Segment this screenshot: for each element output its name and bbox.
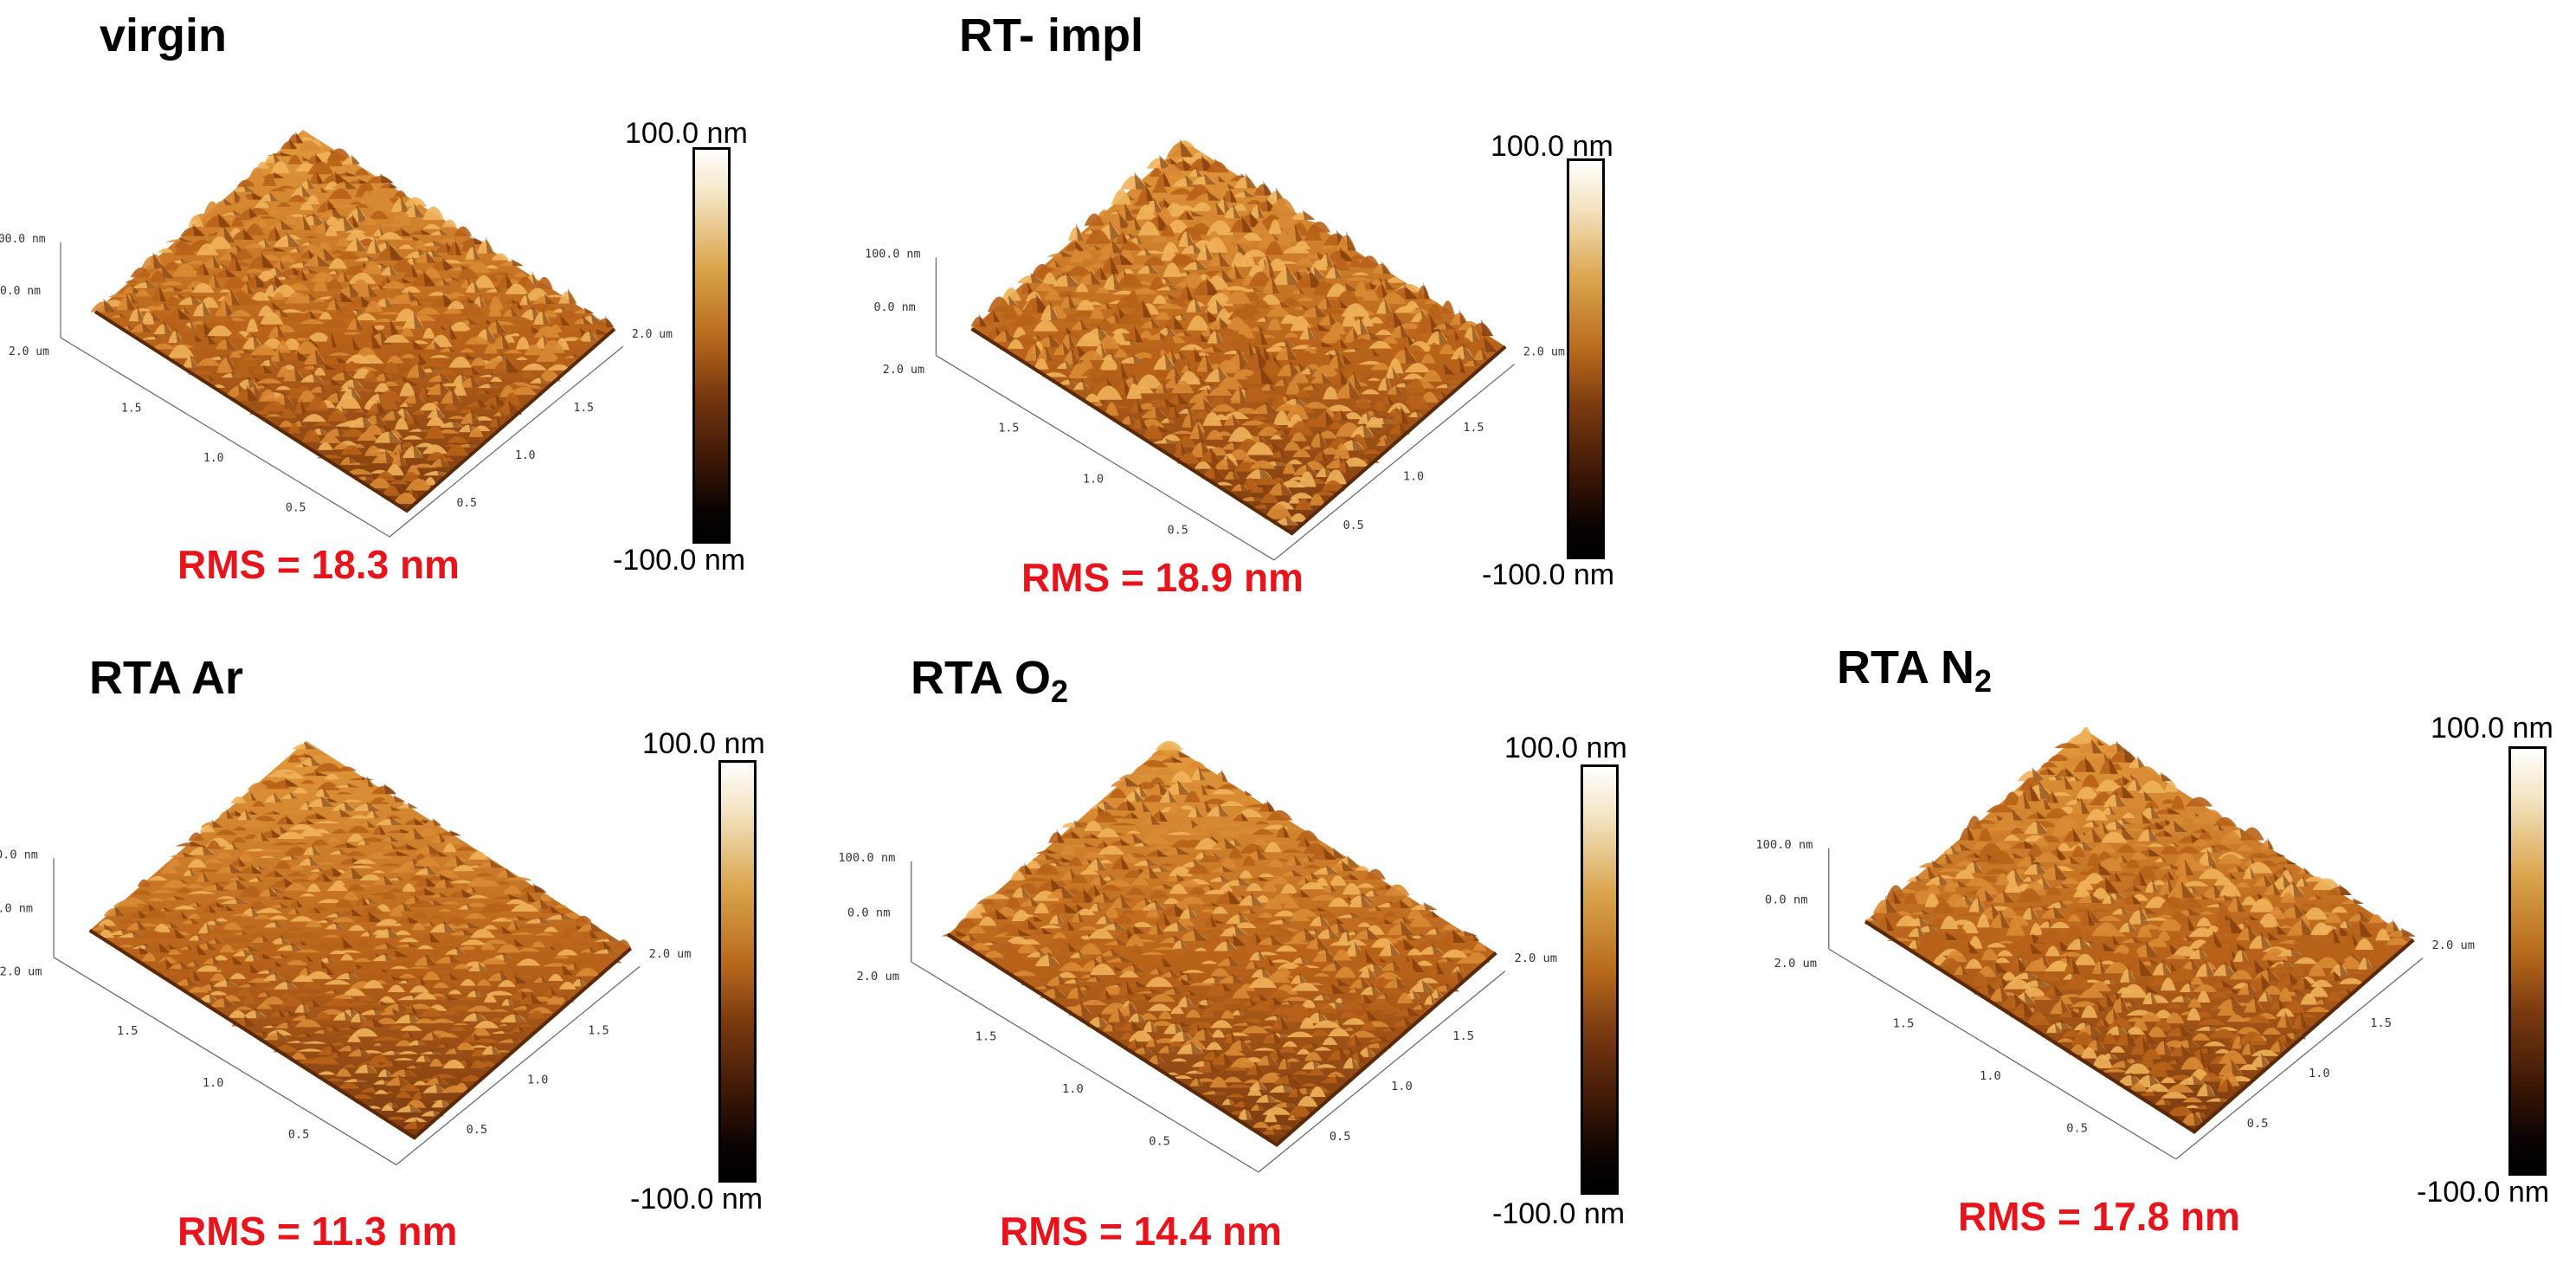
afm-surface-image: 100.0 nm 0.0 nm 2.0 um 2.0 um 1.5 0.5 1.0 1.0 0.… bbox=[865, 139, 1565, 561]
svg-text:2.0 um: 2.0 um bbox=[632, 328, 673, 341]
svg-text:1.0: 1.0 bbox=[203, 1076, 223, 1090]
svg-text:0.0 nm: 0.0 nm bbox=[0, 285, 41, 298]
svg-text:1.5: 1.5 bbox=[1463, 422, 1484, 435]
panel-title: RTA Ar bbox=[89, 652, 243, 704]
panel-title: virgin bbox=[100, 10, 228, 61]
colorbar bbox=[692, 147, 731, 544]
svg-text:0.5: 0.5 bbox=[288, 1128, 309, 1142]
svg-text:1.0: 1.0 bbox=[1391, 1080, 1413, 1093]
panel-title: RTA O2 bbox=[911, 652, 1069, 709]
afm-surface-image: 100.0 nm 0.0 nm 2.0 um 2.0 um 1.5 0.5 1.0 1.0 0.… bbox=[0, 130, 673, 538]
svg-text:1.5: 1.5 bbox=[1452, 1029, 1474, 1043]
svg-text:1.5: 1.5 bbox=[117, 1024, 138, 1038]
rms-value: RMS = 18.9 nm bbox=[1021, 555, 1304, 600]
svg-text:0.5: 0.5 bbox=[1343, 519, 1364, 532]
svg-text:100.0 nm: 100.0 nm bbox=[0, 848, 38, 861]
svg-text:0.5: 0.5 bbox=[1168, 525, 1188, 538]
colorbar-max-label: 100.0 nm bbox=[1491, 130, 1613, 163]
svg-text:2.0 um: 2.0 um bbox=[1514, 951, 1557, 965]
svg-text:0.5: 0.5 bbox=[1330, 1130, 1351, 1144]
svg-text:1.0: 1.0 bbox=[1083, 474, 1104, 487]
colorbar-max-label: 100.0 nm bbox=[2431, 712, 2553, 745]
rms-value: RMS = 14.4 nm bbox=[1000, 1209, 1282, 1254]
svg-text:0.0 nm: 0.0 nm bbox=[0, 902, 33, 916]
svg-text:2.0 um: 2.0 um bbox=[0, 965, 42, 979]
svg-text:2.0 um: 2.0 um bbox=[856, 970, 899, 983]
svg-text:2.0 um: 2.0 um bbox=[1774, 957, 1817, 971]
rms-value: RMS = 17.8 nm bbox=[1958, 1194, 2240, 1239]
rms-value: RMS = 18.3 nm bbox=[177, 542, 460, 587]
panel-title: RTA N2 bbox=[1837, 642, 1992, 699]
svg-text:2.0 um: 2.0 um bbox=[2431, 938, 2475, 952]
svg-text:1.5: 1.5 bbox=[998, 422, 1019, 435]
colorbar-min-label: -100.0 nm bbox=[630, 1183, 763, 1216]
svg-text:0.5: 0.5 bbox=[2247, 1117, 2269, 1131]
svg-text:1.5: 1.5 bbox=[588, 1023, 609, 1037]
panel-title: RT- impl bbox=[959, 10, 1143, 61]
svg-text:0.5: 0.5 bbox=[1149, 1135, 1170, 1149]
afm-surface-image: 100.0 nm 0.0 nm 2.0 um 2.0 um 1.5 0.5 1.0 1.0 0.… bbox=[838, 740, 1557, 1173]
svg-text:2.0 um: 2.0 um bbox=[1523, 346, 1565, 359]
svg-text:1.0: 1.0 bbox=[527, 1074, 548, 1087]
colorbar-max-label: 100.0 nm bbox=[1504, 732, 1627, 764]
colorbar-min-label: -100.0 nm bbox=[613, 544, 746, 577]
afm-surface-image: 100.0 nm 0.0 nm 2.0 um 2.0 um 1.5 0.5 1.0 1.0 0.… bbox=[0, 740, 691, 1165]
svg-text:0.0 nm: 0.0 nm bbox=[1765, 893, 1808, 906]
svg-text:100.0 nm: 100.0 nm bbox=[838, 851, 895, 865]
svg-text:2.0 um: 2.0 um bbox=[9, 345, 49, 358]
colorbar-min-label: -100.0 nm bbox=[1492, 1197, 1626, 1230]
svg-text:0.5: 0.5 bbox=[286, 502, 306, 515]
svg-text:100.0 nm: 100.0 nm bbox=[865, 248, 920, 261]
svg-text:1.5: 1.5 bbox=[1893, 1016, 1915, 1030]
svg-text:1.0: 1.0 bbox=[1403, 470, 1424, 483]
colorbar bbox=[1567, 158, 1605, 559]
svg-text:1.0: 1.0 bbox=[203, 452, 223, 465]
colorbar-max-label: 100.0 nm bbox=[625, 117, 748, 150]
colorbar bbox=[718, 760, 757, 1183]
svg-text:1.0: 1.0 bbox=[515, 449, 535, 462]
svg-text:2.0 um: 2.0 um bbox=[883, 364, 924, 377]
afm-surface-image: 100.0 nm 0.0 nm 2.0 um 2.0 um 1.5 0.5 1.0 1.0 0.… bbox=[1755, 726, 2475, 1160]
colorbar bbox=[1581, 764, 1619, 1195]
svg-text:0.0 nm: 0.0 nm bbox=[847, 906, 891, 919]
svg-text:1.5: 1.5 bbox=[574, 402, 594, 415]
svg-text:1.5: 1.5 bbox=[2370, 1016, 2392, 1030]
svg-text:1.5: 1.5 bbox=[121, 403, 141, 416]
svg-text:0.5: 0.5 bbox=[457, 497, 477, 510]
svg-text:2.0 um: 2.0 um bbox=[649, 947, 692, 961]
svg-text:0.0 nm: 0.0 nm bbox=[873, 301, 915, 314]
rms-value: RMS = 11.3 nm bbox=[177, 1209, 458, 1254]
colorbar bbox=[2508, 746, 2547, 1176]
svg-text:0.5: 0.5 bbox=[467, 1123, 487, 1137]
svg-text:1.0: 1.0 bbox=[1062, 1082, 1084, 1096]
svg-text:100.0 nm: 100.0 nm bbox=[0, 233, 46, 246]
svg-text:100.0 nm: 100.0 nm bbox=[1755, 838, 1813, 852]
colorbar-max-label: 100.0 nm bbox=[642, 727, 765, 760]
svg-text:1.0: 1.0 bbox=[1980, 1069, 2001, 1083]
svg-text:1.0: 1.0 bbox=[2309, 1067, 2330, 1080]
colorbar-min-label: -100.0 nm bbox=[1482, 558, 1615, 591]
svg-text:1.5: 1.5 bbox=[976, 1029, 997, 1043]
colorbar-min-label: -100.0 nm bbox=[2417, 1176, 2550, 1209]
svg-text:0.5: 0.5 bbox=[2066, 1122, 2088, 1136]
